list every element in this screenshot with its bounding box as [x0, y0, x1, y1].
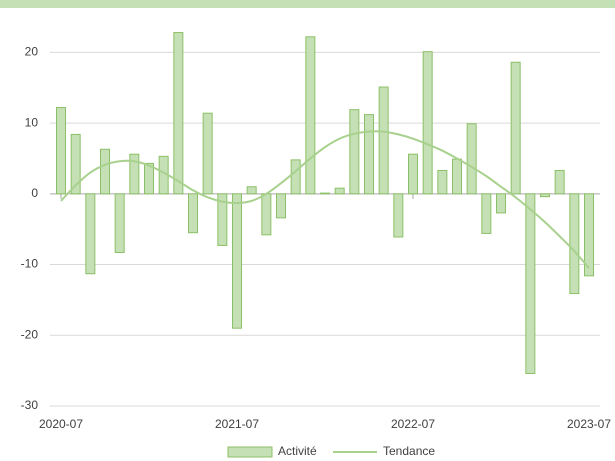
- bar: [452, 158, 462, 195]
- bar: [202, 112, 213, 195]
- bar: [276, 193, 286, 219]
- bar: [320, 192, 330, 195]
- bar: [305, 36, 316, 195]
- bar: [408, 153, 418, 195]
- bar: [232, 193, 242, 329]
- bar: [540, 193, 550, 198]
- bar: [334, 187, 345, 195]
- y-tick-label: 10: [25, 115, 39, 129]
- bar: [173, 32, 184, 195]
- bar: [584, 193, 594, 277]
- bar: [217, 193, 228, 246]
- legend-swatch: [227, 446, 273, 458]
- bar: [525, 193, 536, 374]
- bar: [114, 193, 125, 254]
- bar: [422, 51, 433, 195]
- bar: [393, 193, 404, 238]
- legend-label: Activité: [278, 444, 317, 458]
- bar: [437, 169, 448, 195]
- bar: [378, 86, 389, 195]
- bar: [261, 193, 272, 236]
- trend-line: [60, 130, 590, 269]
- bar: [56, 107, 66, 195]
- y-tick-label: 0: [31, 186, 38, 200]
- bar: [496, 193, 506, 214]
- bar: [554, 169, 565, 195]
- y-tick-label: 20: [25, 45, 39, 59]
- legend-label: Tendance: [383, 444, 435, 458]
- bar: [129, 153, 140, 195]
- y-tick-label: -30: [21, 398, 39, 412]
- y-tick-label: -10: [21, 257, 39, 271]
- bar: [349, 109, 360, 195]
- bar: [466, 123, 477, 195]
- bar: [144, 162, 154, 195]
- x-tick-label: 2022-07: [391, 417, 435, 431]
- top-band: [0, 0, 615, 8]
- bar: [246, 186, 257, 195]
- bar: [70, 133, 81, 195]
- x-tick-label: 2023-07: [567, 417, 611, 431]
- bar: [100, 148, 110, 195]
- bar: [188, 193, 198, 234]
- bar: [290, 159, 301, 195]
- x-tick-label: 2020-07: [39, 417, 83, 431]
- x-tick-label: 2021-07: [215, 417, 259, 431]
- bar: [364, 114, 374, 195]
- bar: [85, 193, 96, 275]
- bar: [510, 61, 521, 195]
- bar: [481, 193, 492, 234]
- y-tick-label: -20: [21, 327, 39, 341]
- bar: [569, 193, 580, 295]
